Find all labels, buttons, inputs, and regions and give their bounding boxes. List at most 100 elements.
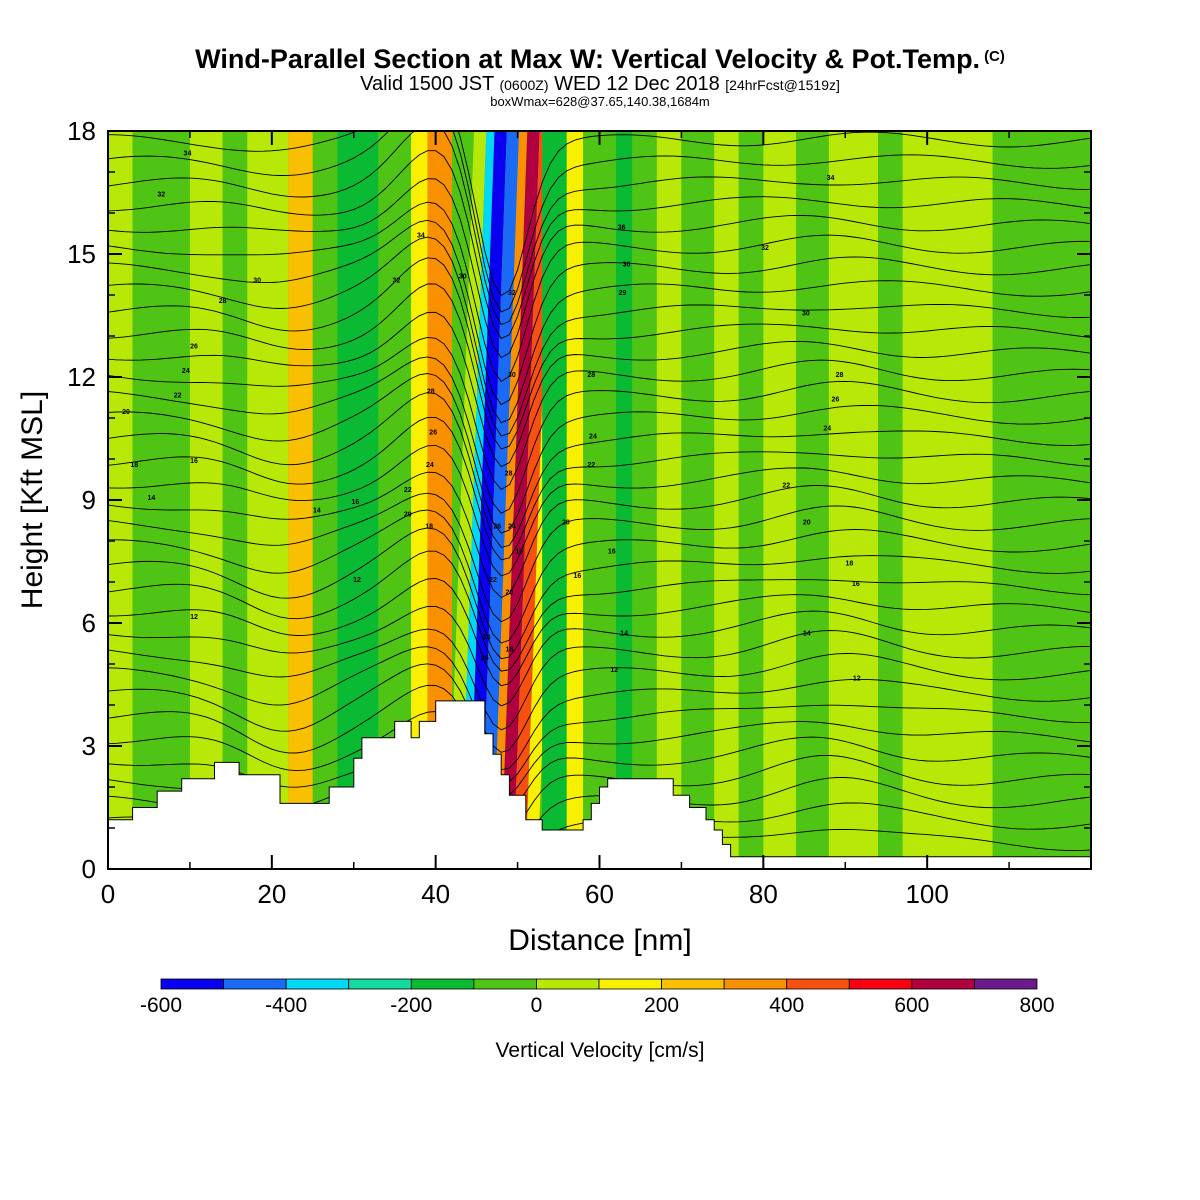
- colorbar-swatch: [410, 978, 475, 990]
- isotherm-label: 26: [832, 397, 840, 404]
- isotherm-label: 22: [404, 487, 412, 494]
- colorbar-swatch: [598, 978, 662, 990]
- isotherm-label: 22: [489, 577, 497, 584]
- isotherm-label: 29: [619, 290, 627, 297]
- y-tick-label: 15: [67, 239, 96, 269]
- isotherm-label: 18: [130, 462, 138, 469]
- velocity-band: [992, 131, 1091, 869]
- isotherm-label: 30: [508, 372, 516, 379]
- title-mark: (C): [984, 48, 1005, 65]
- isotherm-line: [108, 646, 1091, 753]
- colorbar-swatch: [160, 978, 224, 990]
- isotherm-label: 24: [508, 524, 516, 531]
- colorbar-swatch: [348, 978, 412, 990]
- isotherm-label: 32: [157, 192, 165, 199]
- colorbar-swatch: [786, 978, 850, 990]
- y-tick-label: 9: [82, 485, 96, 515]
- isotherm-label: 20: [803, 520, 811, 527]
- isotherm-label: 28: [427, 388, 435, 395]
- isotherm-label: 28: [587, 372, 595, 379]
- colorbar-label: 200: [644, 994, 679, 1017]
- y-tick-label: 6: [82, 608, 96, 638]
- colorbar-swatch: [285, 978, 350, 990]
- colorbar-swatch: [223, 978, 287, 990]
- velocity-band: [468, 131, 507, 869]
- isotherm-line: [108, 178, 1091, 359]
- isotherm-label: 20: [562, 520, 570, 527]
- velocity-band: [378, 131, 412, 869]
- colorbar-swatch: [723, 978, 788, 990]
- isotherm-label: 24: [589, 434, 597, 441]
- isotherm-label: 32: [508, 290, 516, 297]
- velocity-band: [714, 131, 739, 869]
- velocity-band: [583, 131, 616, 869]
- velocity-band: [427, 131, 453, 869]
- isotherm-label: 16: [351, 499, 359, 506]
- isotherm-label: 18: [845, 561, 853, 568]
- isotherm-label: 14: [148, 495, 156, 502]
- colorbar: -600 -400 -200 0 200 400 600 800: [140, 978, 1055, 1017]
- isotherm-label: 30: [802, 311, 810, 318]
- isotherm-line: [108, 373, 1091, 534]
- colorbar-label: -400: [265, 994, 307, 1017]
- colorbar-swatch: [974, 978, 1038, 990]
- isotherm-line: [108, 684, 1091, 783]
- isotherm-line: [108, 356, 1091, 514]
- isotherm-line: [108, 663, 1091, 771]
- isotherm-label: 20: [122, 409, 130, 416]
- velocity-band: [337, 131, 379, 869]
- isotherm-line: [108, 311, 1091, 468]
- velocity-band: [222, 131, 248, 869]
- y-axis-title: Height [Kft MSL]: [16, 391, 49, 609]
- isotherm-label: 26: [481, 655, 489, 662]
- isotherm-label: 34: [827, 175, 835, 182]
- velocity-band: [542, 131, 567, 869]
- isotherm-line: [108, 392, 1091, 548]
- x-tick-label: 80: [749, 879, 778, 909]
- x-tick-label: 20: [257, 879, 286, 909]
- isotherm-label: 30: [623, 261, 631, 268]
- isotherm-label: 14: [620, 630, 628, 637]
- isotherm-label: 28: [836, 372, 844, 379]
- colorbar-swatch: [536, 978, 600, 990]
- velocity-band: [492, 131, 528, 869]
- isotherm-line: [108, 628, 1091, 731]
- colorbar-label: -600: [140, 994, 182, 1017]
- isotherm-label: 22: [587, 462, 595, 469]
- colorbar-label: 600: [894, 994, 929, 1017]
- isotherm-line: [108, 131, 1091, 326]
- colorbar-swatch: [911, 978, 975, 990]
- isotherm-label: 22: [782, 483, 790, 490]
- isotherm-label: 26: [493, 524, 501, 531]
- isotherm-line: [108, 336, 1091, 490]
- isotherm-label: 16: [190, 458, 198, 465]
- isotherm-label: 30: [459, 274, 467, 281]
- isotherm-label: 12: [610, 667, 618, 674]
- y-tick-label: 18: [67, 116, 96, 146]
- isotherm-label: 30: [253, 278, 261, 285]
- isotherm-line: [108, 219, 1091, 406]
- y-tick-label: 3: [82, 731, 96, 761]
- terrain: [108, 700, 1091, 869]
- isotherm-label: 14: [803, 630, 811, 637]
- velocity-band: [738, 131, 764, 869]
- velocity-band: [247, 131, 289, 869]
- isotherm-label: 34: [184, 151, 192, 158]
- isotherm-label: 12: [190, 614, 198, 621]
- isotherm-label: 36: [618, 224, 626, 231]
- y-tick-label: 0: [82, 854, 96, 884]
- colorbar-swatch: [848, 978, 913, 990]
- velocity-band: [459, 131, 495, 869]
- isotherm-label: 16: [608, 548, 616, 555]
- isotherm-label: 20: [505, 589, 513, 596]
- velocity-band: [902, 131, 993, 869]
- valid-utc: (0600Z): [499, 77, 549, 93]
- colorbar-label: -200: [390, 994, 432, 1017]
- colorbar-label: 0: [531, 994, 543, 1017]
- isotherm-line: [108, 257, 1091, 437]
- isotherm-line: [108, 131, 1091, 313]
- isotherm-label: 28: [505, 470, 513, 477]
- isotherm-line: [108, 550, 1091, 672]
